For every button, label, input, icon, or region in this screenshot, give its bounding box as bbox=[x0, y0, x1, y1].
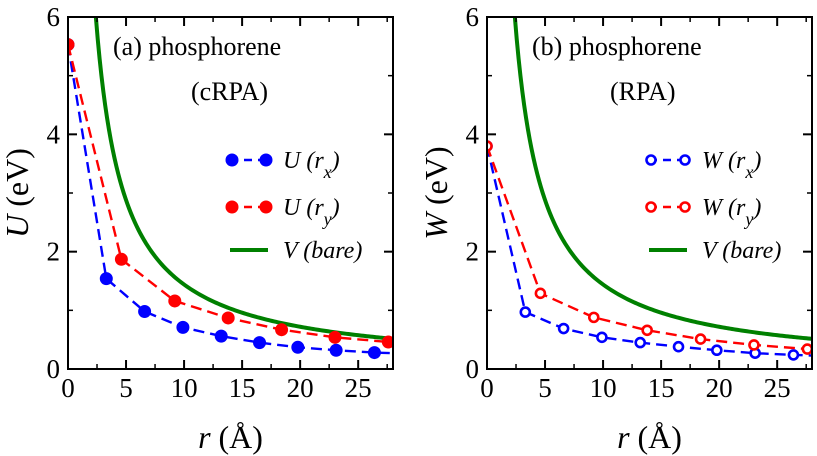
data-point-ry bbox=[748, 339, 760, 351]
legend-entry: V (bare) bbox=[230, 238, 362, 264]
data-point-rx bbox=[214, 329, 228, 343]
plot-area bbox=[68, 17, 393, 360]
legend-entry: U (rx) bbox=[225, 148, 340, 182]
series-bare-curve bbox=[93, 17, 393, 341]
legend-entry: V (bare) bbox=[649, 238, 781, 264]
data-point-rx bbox=[711, 344, 723, 357]
data-point-ry bbox=[381, 335, 393, 349]
data-point-rx bbox=[367, 346, 381, 360]
panel-title: (b) phosphorene bbox=[532, 32, 702, 61]
x-tick-label: 20 bbox=[706, 373, 733, 403]
data-point-ry bbox=[328, 330, 342, 344]
y-tick-label: 2 bbox=[466, 237, 480, 267]
y-tick-label: 4 bbox=[466, 119, 480, 149]
series-rx-line bbox=[68, 44, 393, 355]
data-point-rx bbox=[176, 320, 190, 334]
panel-b: 0 5 10 15 20 25 0 2 4 6 r (Å) W (eV) (b) phosphorene… bbox=[418, 2, 813, 455]
legend-entry: U (ry) bbox=[225, 195, 340, 229]
legend-marker bbox=[679, 201, 691, 213]
data-point-ry bbox=[801, 343, 812, 355]
x-tick-label: 25 bbox=[345, 373, 372, 403]
legend-entry: W (rx) bbox=[645, 148, 761, 182]
y-tick-label: 6 bbox=[47, 2, 61, 32]
y-axis-label: W (eV) bbox=[418, 146, 454, 239]
panel-subtitle: (cRPA) bbox=[191, 77, 268, 106]
legend-marker bbox=[259, 153, 273, 167]
x-tick-label: 10 bbox=[590, 373, 617, 403]
data-point-ry bbox=[534, 287, 547, 300]
x-axis-label: r (Å) bbox=[198, 419, 263, 455]
legend-marker bbox=[645, 201, 657, 213]
y-tick-label: 4 bbox=[47, 119, 61, 149]
data-point-ry bbox=[68, 38, 75, 52]
series-ry-line bbox=[487, 145, 812, 351]
series-rx-line bbox=[487, 145, 812, 357]
data-point-rx bbox=[329, 343, 343, 357]
data-point-ry bbox=[694, 333, 707, 345]
panel-subtitle: (RPA) bbox=[610, 77, 676, 106]
panel-title: (a) phosphorene bbox=[113, 32, 281, 61]
data-point-rx bbox=[519, 306, 532, 318]
data-point-rx bbox=[99, 272, 113, 286]
x-tick-label: 20 bbox=[287, 373, 314, 403]
y-tick-label: 6 bbox=[466, 2, 480, 32]
y-tick-label: 0 bbox=[466, 354, 480, 384]
data-point-rx bbox=[596, 331, 608, 344]
x-axis-label: r (Å) bbox=[617, 419, 682, 455]
data-point-ry bbox=[641, 324, 653, 337]
legend-marker bbox=[679, 154, 691, 166]
legend-label: W (rx) bbox=[702, 148, 761, 182]
legend-label: W (ry) bbox=[702, 195, 761, 229]
data-point-rx bbox=[634, 336, 647, 349]
data-point-ry bbox=[587, 311, 600, 324]
data-point-ry bbox=[275, 323, 289, 337]
legend-label: V (bare) bbox=[283, 238, 362, 264]
legend-label: U (ry) bbox=[283, 195, 340, 229]
legend-marker bbox=[645, 154, 657, 166]
axes-frame bbox=[486, 16, 813, 370]
plot-area bbox=[487, 17, 812, 361]
x-tick-label: 15 bbox=[229, 373, 256, 403]
data-point-rx bbox=[291, 340, 305, 354]
legend-marker bbox=[225, 153, 239, 167]
data-point-ry bbox=[487, 140, 493, 152]
y-tick-label: 0 bbox=[47, 354, 61, 384]
data-point-ry bbox=[221, 311, 235, 325]
panel-a: 0 5 10 15 20 25 0 2 4 6 r (Å) U (eV) (a) phosphorene… bbox=[0, 2, 394, 455]
data-point-ry bbox=[168, 294, 182, 308]
data-point-rx bbox=[557, 322, 570, 335]
series-ry-line bbox=[68, 44, 393, 344]
data-point-rx bbox=[138, 305, 152, 319]
y-tick-label: 2 bbox=[47, 237, 61, 267]
data-point-rx bbox=[253, 336, 267, 350]
x-tick-label: 25 bbox=[764, 373, 791, 403]
x-tick-label: 10 bbox=[171, 373, 198, 403]
legend-marker bbox=[225, 200, 239, 214]
legend-label: U (rx) bbox=[283, 148, 340, 182]
x-tick-label: 5 bbox=[538, 373, 552, 403]
legend-marker bbox=[259, 200, 273, 214]
data-point-ry bbox=[114, 252, 128, 266]
x-tick-label: 5 bbox=[119, 373, 133, 403]
series-bare-curve bbox=[512, 17, 812, 341]
y-axis-label: U (eV) bbox=[0, 148, 35, 238]
legend-label: V (bare) bbox=[702, 238, 781, 264]
data-point-rx bbox=[787, 349, 800, 361]
x-tick-label: 0 bbox=[61, 373, 75, 403]
x-tick-label: 15 bbox=[648, 373, 675, 403]
x-tick-label: 0 bbox=[480, 373, 494, 403]
data-point-rx bbox=[672, 340, 685, 353]
legend-entry: W (ry) bbox=[645, 195, 761, 229]
